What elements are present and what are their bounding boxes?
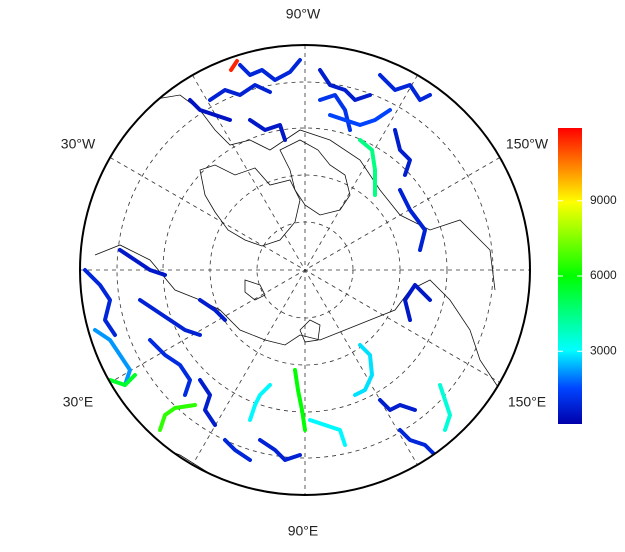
river <box>403 283 432 322</box>
river <box>248 383 272 422</box>
colorbar-label: 9000 <box>590 193 617 207</box>
rivers <box>83 58 452 480</box>
river <box>353 343 374 397</box>
river <box>238 58 302 82</box>
coastline <box>94 244 501 391</box>
river <box>138 298 202 337</box>
coastline <box>149 94 496 291</box>
longitude-label: 30°E <box>63 394 94 410</box>
river <box>378 73 432 102</box>
river <box>318 93 352 132</box>
river <box>258 438 302 462</box>
river <box>83 268 117 337</box>
river <box>248 118 287 142</box>
colorbar-label: 3000 <box>590 343 617 357</box>
river <box>328 108 392 127</box>
longitude-label: 150°W <box>506 136 549 152</box>
river <box>438 383 452 432</box>
river <box>398 188 427 252</box>
coastline <box>299 319 321 343</box>
river <box>148 338 192 397</box>
coastline <box>99 429 301 495</box>
river <box>208 83 272 102</box>
river <box>188 98 232 122</box>
graticule <box>80 45 530 495</box>
coastline <box>279 139 351 216</box>
coastline <box>244 279 266 301</box>
longitude-label: 150°E <box>508 394 546 410</box>
river <box>308 418 347 447</box>
river <box>198 298 227 322</box>
latitude-circle <box>116 81 494 459</box>
river <box>318 68 372 102</box>
river <box>108 373 137 387</box>
river <box>198 378 217 427</box>
river <box>229 59 239 72</box>
river <box>378 398 417 412</box>
longitude-label: 90°W <box>286 6 321 22</box>
colorbar-label: 6000 <box>590 268 617 282</box>
latitude-circle <box>162 127 448 413</box>
river <box>293 368 307 432</box>
longitude-label: 90°E <box>288 523 319 539</box>
river <box>118 248 167 277</box>
map-boundary <box>79 44 531 496</box>
river <box>93 328 132 387</box>
coastline <box>199 164 301 247</box>
river <box>358 138 377 197</box>
river <box>158 403 197 432</box>
longitude-label: 30°W <box>61 136 96 152</box>
river <box>398 428 437 457</box>
river <box>393 128 412 177</box>
river <box>223 438 252 462</box>
meridian <box>109 157 501 383</box>
